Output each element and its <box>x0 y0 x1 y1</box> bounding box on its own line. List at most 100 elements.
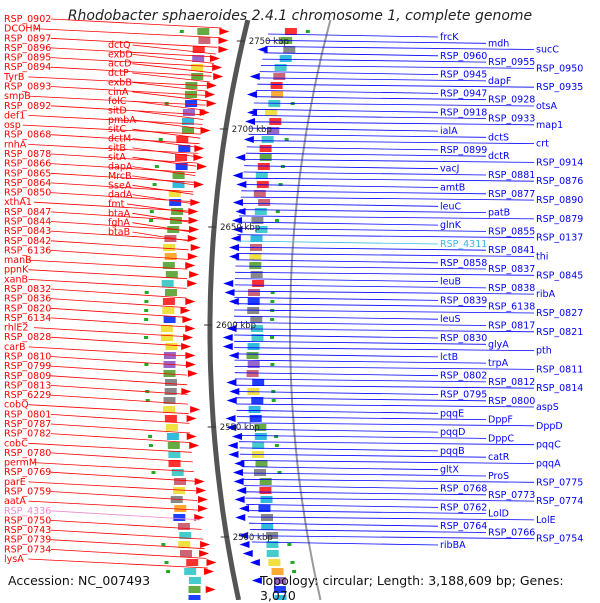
leader-line-left <box>50 365 187 376</box>
gene-label-left: exbD <box>108 49 133 60</box>
marker <box>275 219 279 222</box>
gene-label-left: xthA1 <box>4 197 32 208</box>
leader-line-left <box>132 194 193 204</box>
annotation-block <box>271 91 283 98</box>
annotation-block <box>259 478 272 485</box>
right-feature-arrow <box>236 181 247 188</box>
right-feature-arrow <box>226 379 237 386</box>
annotation-block <box>246 370 259 377</box>
leader-line-right <box>234 284 487 289</box>
gene-label-left: RSP_0850 <box>4 188 51 199</box>
annotation-block <box>252 442 265 449</box>
annotation-block <box>253 190 266 197</box>
left-feature-arrow <box>205 586 216 593</box>
leader-line-right <box>263 52 439 57</box>
gene-label-right: DppD <box>536 421 563 432</box>
annotation-block <box>164 253 177 260</box>
right-feature-arrow <box>234 496 245 503</box>
leader-line-left <box>50 298 187 308</box>
left-feature-arrow <box>212 64 223 71</box>
leader-line-left <box>50 539 205 550</box>
leader-line-left <box>28 558 209 569</box>
leader-line-right <box>251 541 439 546</box>
gene-label-left: lysA <box>4 554 24 565</box>
marker <box>144 336 148 339</box>
gene-label-left: RSP_6136 <box>4 245 51 256</box>
gene-label-left: MrcB <box>108 171 132 182</box>
leader-line-right <box>233 328 535 333</box>
left-feature-arrow <box>200 541 211 548</box>
annotation-block <box>160 325 173 332</box>
leader-line-right <box>236 253 535 257</box>
gene-label-left: RSP_0799 <box>4 361 51 372</box>
leader-line-right <box>234 297 439 301</box>
gene-label-right: mdh <box>488 38 509 49</box>
gene-label-right: dapF <box>488 76 511 87</box>
gene-label-left: cobQ <box>4 400 29 411</box>
marker <box>149 210 154 213</box>
marker <box>270 318 275 321</box>
leader-layer <box>22 18 535 569</box>
marker <box>154 165 159 168</box>
right-feature-arrow <box>229 388 240 395</box>
annotation-block <box>266 532 279 539</box>
left-feature-arrow <box>199 550 210 557</box>
leader-line-right <box>254 96 487 101</box>
marker <box>144 291 149 294</box>
annotation-block <box>185 100 198 107</box>
gene-label-left: smpB <box>4 91 31 102</box>
leader-line-left <box>28 269 188 280</box>
left-feature-arrow <box>185 361 196 368</box>
gene-label-left: btaA <box>108 208 131 219</box>
gene-label-right: vacJ <box>440 164 459 175</box>
leader-line-right <box>234 315 439 320</box>
leader-line-left <box>126 203 192 214</box>
left-feature-arrow <box>198 496 209 503</box>
annotation-block <box>247 343 260 350</box>
annotation-block <box>259 145 272 152</box>
left-feature-arrow <box>185 325 196 332</box>
leader-line-left <box>50 221 190 231</box>
leader-line-right <box>244 491 487 496</box>
gene-label-right: sucC <box>536 45 559 56</box>
leader-line-right <box>235 265 487 270</box>
annotation-block <box>254 208 267 215</box>
marker <box>292 570 297 573</box>
gene-label-left: RSP_0842 <box>4 236 51 247</box>
leader-line-left <box>132 231 190 242</box>
annotation-block <box>251 397 264 404</box>
left-feature-arrow <box>186 433 197 440</box>
annotation-block <box>172 181 185 188</box>
leader-line-left <box>50 134 200 145</box>
gene-label-left: sitD <box>108 106 127 117</box>
gene-label-right: ribBA <box>440 540 466 551</box>
gene-label-right: crt <box>536 139 549 150</box>
leader-line-right <box>266 39 487 44</box>
annotation-block <box>165 379 177 386</box>
marker <box>144 309 149 312</box>
left-feature-arrow <box>194 478 205 485</box>
leader-line-right <box>250 535 535 540</box>
gene-label-left: RSP_4336 <box>4 506 51 517</box>
leader-line-right <box>241 466 439 471</box>
annotation-block <box>269 118 282 125</box>
gene-label-right: RSP_0766 <box>488 528 535 539</box>
gene-label-left: RSP_0810 <box>4 352 51 363</box>
annotation-block <box>169 217 182 224</box>
gene-label-right: frcK <box>440 32 459 43</box>
marker <box>277 471 282 474</box>
annotation-block <box>247 298 260 305</box>
annotation-block <box>250 235 263 242</box>
leader-line-right <box>253 102 535 107</box>
leader-line-right <box>240 196 535 201</box>
leader-line-left <box>50 230 190 241</box>
leader-line-left <box>132 156 197 167</box>
leader-line-left <box>50 520 202 530</box>
leader-line-right <box>242 478 535 483</box>
annotation-block <box>163 397 176 404</box>
gene-label-right: glnK <box>440 220 462 231</box>
annotation-block <box>171 208 184 215</box>
gene-label-left: RSP_0892 <box>4 101 51 112</box>
annotation-block <box>167 442 180 449</box>
leader-line-left <box>132 91 207 102</box>
